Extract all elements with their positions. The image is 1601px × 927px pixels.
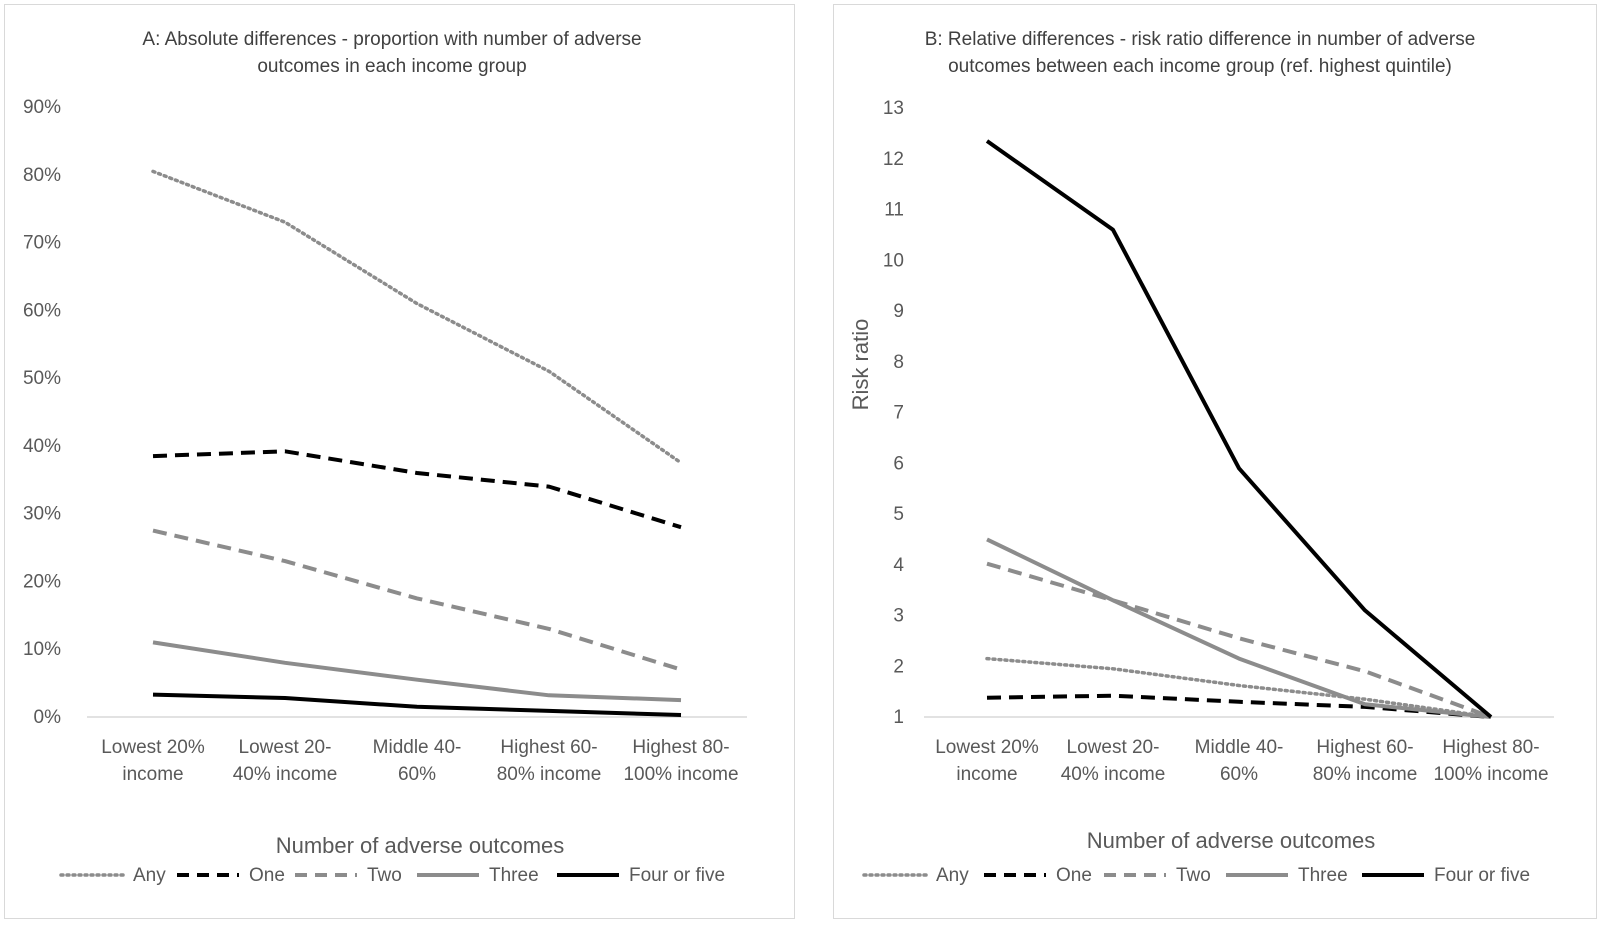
chart-panel-absolute: A: Absolute differences - proportion wit…	[4, 4, 795, 919]
chart-a-x-tick-label: Lowest 20-	[239, 737, 332, 758]
chart-b-legend-label: One	[1056, 865, 1092, 886]
chart-a-y-tick-label: 90%	[23, 97, 61, 118]
chart-b-y-tick-label: 13	[883, 98, 904, 119]
chart-panel-relative: B: Relative differences - risk ratio dif…	[833, 4, 1597, 919]
chart-b-legend-label: Three	[1298, 865, 1348, 886]
chart-b-x-tick-label: 60%	[1220, 764, 1258, 785]
chart-b-y-tick-label: 5	[893, 504, 904, 525]
chart-b-y-tick-label: 9	[893, 301, 904, 322]
chart-a-x-tick-label: 40% income	[233, 764, 338, 785]
chart-b-series-line-two	[986, 561, 1492, 719]
chart-a-x-tick-label: Lowest 20%	[101, 737, 205, 758]
chart-b-y-tick-label: 2	[893, 656, 904, 677]
chart-a-y-tick-label: 70%	[23, 233, 61, 254]
chart-b-x-tick-label: 40% income	[1061, 764, 1166, 785]
chart-a-y-tick-label: 60%	[23, 300, 61, 321]
chart-a-y-tick-label: 0%	[34, 707, 62, 728]
chart-a-legend-label: Three	[489, 865, 539, 886]
chart-a-svg: A: Absolute differences - proportion wit…	[23, 29, 747, 886]
chart-a-y-tick-label: 80%	[23, 165, 61, 186]
chart-b-series-line-three	[986, 537, 1492, 719]
chart-b-x-tick-label: Middle 40-	[1195, 737, 1284, 758]
chart-a-legend-label: Four or five	[629, 865, 725, 886]
chart-a-x-tick-label: 100% income	[623, 764, 738, 785]
chart-b-legend-label: Two	[1176, 865, 1211, 886]
chart-b-y-tick-label: 7	[893, 403, 904, 424]
chart-b-x-tick-label: income	[956, 764, 1017, 785]
chart-a-series-line-any	[151, 169, 683, 465]
chart-a-series-line-two	[152, 528, 682, 672]
chart-a-title-line-2: outcomes in each income group	[257, 56, 526, 77]
chart-a-legend-label: One	[249, 865, 285, 886]
chart-a-title-line-1: A: Absolute differences - proportion wit…	[142, 29, 641, 50]
chart-a-series-line-one	[152, 449, 682, 530]
chart-b-y-axis-title: Risk ratio	[848, 319, 873, 411]
chart-b-x-tick-label: 100% income	[1433, 764, 1548, 785]
chart-a-y-tick-label: 20%	[23, 571, 61, 592]
chart-b-y-tick-label: 8	[893, 352, 904, 373]
chart-b-y-tick-label: 1	[893, 707, 904, 728]
chart-a-x-tick-label: 60%	[398, 764, 436, 785]
chart-a-y-tick-label: 50%	[23, 368, 61, 389]
chart-b-series-line-four-or-five	[985, 139, 1493, 719]
chart-a-series-line-four-or-five	[152, 692, 682, 717]
chart-b-title-line-1: B: Relative differences - risk ratio dif…	[925, 29, 1476, 50]
chart-b-x-tick-label: Highest 80-	[1442, 737, 1539, 758]
chart-b-y-tick-label: 12	[883, 149, 904, 170]
chart-a-y-tick-label: 10%	[23, 639, 61, 660]
chart-b-y-tick-label: 6	[893, 453, 904, 474]
chart-b-x-tick-label: 80% income	[1313, 764, 1418, 785]
chart-b-x-axis-title: Number of adverse outcomes	[1087, 828, 1376, 853]
chart-a-x-tick-label: Highest 60-	[500, 737, 597, 758]
chart-a-x-tick-label: Middle 40-	[373, 737, 462, 758]
chart-a-x-tick-label: 80% income	[497, 764, 602, 785]
chart-b-y-tick-label: 10	[883, 250, 904, 271]
chart-b-title-line-2: outcomes between each income group (ref.…	[948, 56, 1452, 77]
chart-a-x-axis-title: Number of adverse outcomes	[276, 833, 565, 858]
chart-b-legend-label: Four or five	[1434, 865, 1530, 886]
chart-b-y-tick-label: 11	[884, 200, 904, 221]
chart-a-legend-label: Two	[367, 865, 402, 886]
chart-b-legend-label: Any	[936, 865, 969, 886]
chart-b-x-tick-label: Lowest 20%	[935, 737, 1039, 758]
chart-a-y-tick-label: 40%	[23, 436, 61, 457]
chart-a-legend-label: Any	[133, 865, 166, 886]
chart-b-series-line-any	[985, 656, 1493, 719]
chart-a-series-line-three	[152, 640, 682, 703]
chart-a-x-tick-label: Highest 80-	[632, 737, 729, 758]
chart-a-x-tick-label: income	[122, 764, 183, 785]
chart-b-x-tick-label: Lowest 20-	[1067, 737, 1160, 758]
chart-b-x-tick-label: Highest 60-	[1316, 737, 1413, 758]
chart-b-svg: B: Relative differences - risk ratio dif…	[848, 29, 1554, 886]
chart-b-y-tick-label: 4	[893, 555, 904, 576]
chart-a-y-tick-label: 30%	[23, 504, 61, 525]
chart-b-y-tick-label: 3	[893, 606, 904, 627]
